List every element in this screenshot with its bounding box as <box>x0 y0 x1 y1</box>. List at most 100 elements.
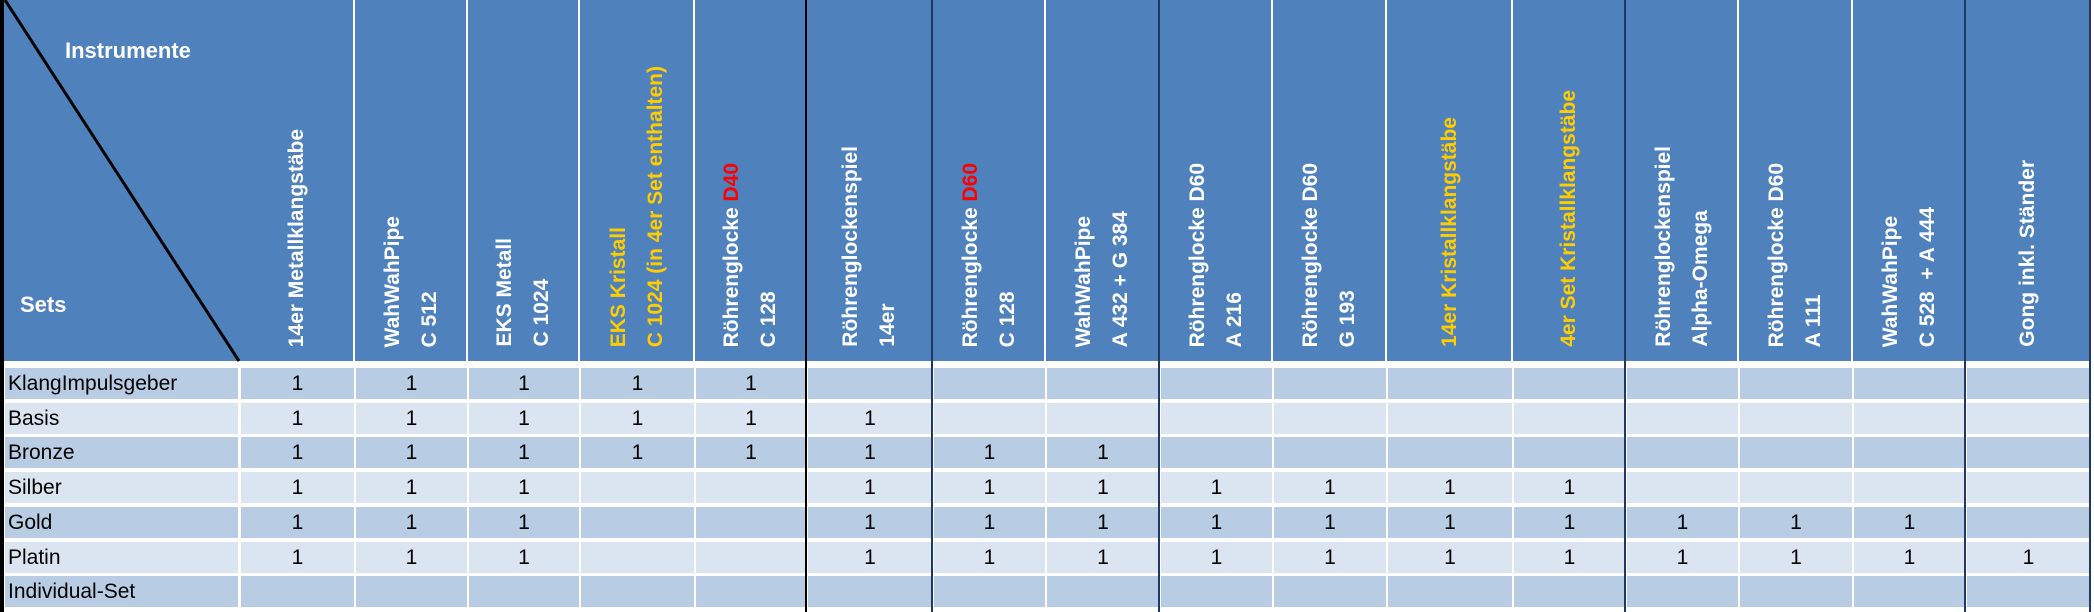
table-cell[interactable]: 1 <box>1388 472 1512 503</box>
table-cell[interactable] <box>696 472 806 503</box>
table-cell[interactable]: 1 <box>1967 542 2090 573</box>
table-cell[interactable]: 1 <box>1514 542 1625 573</box>
table-cell[interactable] <box>696 542 806 573</box>
table-cell[interactable] <box>1274 576 1386 607</box>
table-cell[interactable]: 1 <box>1161 472 1272 503</box>
table-cell[interactable] <box>1514 437 1625 468</box>
table-cell[interactable]: 1 <box>1047 472 1159 503</box>
table-cell[interactable]: 1 <box>356 472 467 503</box>
table-cell[interactable]: 1 <box>1854 507 1965 538</box>
table-cell[interactable]: 1 <box>1047 542 1159 573</box>
table-cell[interactable]: 1 <box>1627 507 1738 538</box>
table-cell[interactable] <box>1388 403 1512 434</box>
table-cell[interactable]: 1 <box>581 368 694 399</box>
table-cell[interactable] <box>1388 368 1512 399</box>
table-cell[interactable] <box>1967 576 2090 607</box>
table-cell[interactable]: 1 <box>1274 507 1386 538</box>
column-header[interactable]: Röhrenglockenspiel Alpha-Omega <box>1625 0 1738 361</box>
table-cell[interactable] <box>696 576 806 607</box>
table-cell[interactable] <box>1047 368 1159 399</box>
table-cell[interactable]: 1 <box>934 472 1045 503</box>
table-cell[interactable]: 1 <box>1161 507 1272 538</box>
table-cell[interactable] <box>1514 403 1625 434</box>
table-cell[interactable]: 1 <box>1740 542 1852 573</box>
table-cell[interactable] <box>1967 472 2090 503</box>
table-cell[interactable] <box>356 576 467 607</box>
table-cell[interactable] <box>1967 368 2090 399</box>
table-cell[interactable] <box>1627 576 1738 607</box>
column-header[interactable]: EKS Kristall C 1024 (in 4er Set enthalten… <box>579 0 694 361</box>
table-cell[interactable]: 1 <box>581 437 694 468</box>
column-header[interactable]: Gong inkl. Ständer <box>1965 0 2090 361</box>
table-cell[interactable] <box>1967 403 2090 434</box>
table-cell[interactable] <box>581 576 694 607</box>
table-cell[interactable]: 1 <box>808 403 932 434</box>
table-cell[interactable] <box>808 368 932 399</box>
table-cell[interactable] <box>1514 576 1625 607</box>
table-cell[interactable] <box>1161 576 1272 607</box>
table-cell[interactable]: 1 <box>1627 542 1738 573</box>
table-cell[interactable]: 1 <box>808 507 932 538</box>
table-cell[interactable] <box>934 403 1045 434</box>
table-cell[interactable]: 1 <box>1047 437 1159 468</box>
table-cell[interactable] <box>1854 368 1965 399</box>
table-cell[interactable]: 1 <box>469 437 579 468</box>
table-cell[interactable] <box>1388 437 1512 468</box>
table-cell[interactable] <box>1740 576 1852 607</box>
table-cell[interactable]: 1 <box>696 368 806 399</box>
table-cell[interactable] <box>1967 437 2090 468</box>
table-cell[interactable] <box>1161 403 1272 434</box>
table-cell[interactable] <box>1047 576 1159 607</box>
table-cell[interactable]: 1 <box>1514 472 1625 503</box>
table-cell[interactable] <box>1740 437 1852 468</box>
table-cell[interactable] <box>1514 368 1625 399</box>
table-cell[interactable] <box>1274 437 1386 468</box>
table-cell[interactable] <box>1854 576 1965 607</box>
table-cell[interactable] <box>1627 437 1738 468</box>
column-header[interactable]: Röhrenglocke D60 G 193 <box>1272 0 1386 361</box>
table-cell[interactable] <box>1854 437 1965 468</box>
table-cell[interactable]: 1 <box>356 542 467 573</box>
column-header[interactable]: EKS Metall C 1024 <box>467 0 579 361</box>
column-header[interactable]: WahWahPipe A 432 + G 384 <box>1045 0 1159 361</box>
table-cell[interactable]: 1 <box>356 437 467 468</box>
table-cell[interactable]: 1 <box>356 507 467 538</box>
table-cell[interactable]: 1 <box>696 437 806 468</box>
table-cell[interactable] <box>808 576 932 607</box>
column-header[interactable]: 14er Metallklangstäbe <box>239 0 354 361</box>
column-header[interactable]: Röhrenglocke D60 A 111 <box>1738 0 1852 361</box>
table-cell[interactable] <box>581 472 694 503</box>
table-cell[interactable]: 1 <box>934 542 1045 573</box>
table-cell[interactable] <box>1161 437 1272 468</box>
column-header[interactable]: Röhrenglocke D40 C 128 <box>694 0 806 361</box>
table-cell[interactable] <box>1740 472 1852 503</box>
table-cell[interactable]: 1 <box>241 437 354 468</box>
table-cell[interactable]: 1 <box>469 368 579 399</box>
column-header[interactable]: WahWahPipe C 512 <box>354 0 467 361</box>
table-cell[interactable]: 1 <box>469 542 579 573</box>
table-cell[interactable] <box>581 542 694 573</box>
table-cell[interactable]: 1 <box>808 472 932 503</box>
table-cell[interactable]: 1 <box>356 403 467 434</box>
column-header[interactable]: 4er Set Kristallklangstäbe <box>1512 0 1625 361</box>
table-cell[interactable] <box>1627 368 1738 399</box>
column-header[interactable]: Röhrenglocke D60 C 128 <box>932 0 1045 361</box>
table-cell[interactable] <box>1161 368 1272 399</box>
table-cell[interactable]: 1 <box>934 437 1045 468</box>
table-cell[interactable]: 1 <box>581 403 694 434</box>
column-header[interactable]: WahWahPipe C 528 + A 444 <box>1852 0 1965 361</box>
table-cell[interactable]: 1 <box>696 403 806 434</box>
table-cell[interactable] <box>1627 472 1738 503</box>
table-cell[interactable]: 1 <box>469 472 579 503</box>
table-cell[interactable]: 1 <box>241 403 354 434</box>
column-header[interactable]: Röhrenglockenspiel 14er <box>806 0 932 361</box>
table-cell[interactable]: 1 <box>1740 507 1852 538</box>
column-header[interactable]: 14er Kristallklangstäbe <box>1386 0 1512 361</box>
table-cell[interactable] <box>581 507 694 538</box>
table-cell[interactable]: 1 <box>469 507 579 538</box>
table-cell[interactable] <box>241 576 354 607</box>
table-cell[interactable]: 1 <box>1388 542 1512 573</box>
table-cell[interactable]: 1 <box>1274 542 1386 573</box>
table-cell[interactable]: 1 <box>241 507 354 538</box>
table-cell[interactable] <box>1627 403 1738 434</box>
